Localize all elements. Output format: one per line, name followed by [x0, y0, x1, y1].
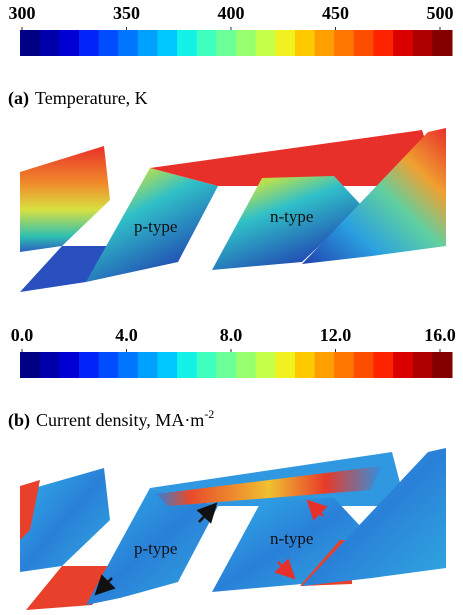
left-base	[20, 246, 122, 292]
colorbar-segment	[255, 30, 276, 56]
arrow	[306, 499, 328, 521]
colorbar-segment	[157, 352, 178, 378]
tick-label: 4.0	[115, 325, 138, 345]
colorbar-segment	[432, 30, 453, 56]
colorbar-segment	[78, 352, 100, 378]
top-bridge	[150, 130, 440, 186]
temperature-model: p-type n-type	[20, 128, 446, 292]
colorbar-segment	[255, 352, 276, 378]
tick-label: 0.0	[11, 325, 34, 345]
annotation: p-type	[134, 539, 177, 558]
colorbar-segment	[20, 30, 41, 56]
n-leg	[212, 176, 362, 270]
tick-label: 350	[113, 3, 140, 23]
tick-label: 400	[218, 3, 245, 23]
colorbar-segment	[20, 352, 41, 378]
colorbar-segment	[373, 30, 394, 56]
annotation: p-type	[134, 217, 177, 236]
colorbar-segment	[393, 30, 414, 56]
colorbar-segment	[393, 352, 414, 378]
colorbar-segment	[177, 352, 198, 378]
colorbar-segment	[216, 352, 237, 378]
current-model: p-type n-type	[20, 448, 446, 610]
colorbar-segment	[177, 30, 198, 56]
left-electrode	[20, 146, 110, 252]
caption-title: Current density, MA·m	[36, 410, 204, 430]
colorbar-segment	[236, 352, 257, 378]
colorbar-segment	[39, 30, 60, 56]
caption-title: Temperature, K	[35, 88, 148, 108]
right-electrode	[302, 448, 446, 586]
colorbar-segment	[314, 352, 335, 378]
p-leg	[86, 488, 218, 605]
colorbar-segment	[39, 352, 60, 378]
colorbar-segment	[236, 30, 257, 56]
colorbar-segment	[294, 30, 316, 56]
colorbar-segment	[353, 30, 374, 56]
colorbar-segment	[118, 30, 139, 56]
caption: (b) Current density, MA·m-2	[8, 407, 214, 431]
colorbar-segment	[412, 30, 433, 56]
colorbar-segment	[137, 352, 158, 378]
n-leg	[212, 498, 362, 592]
caption-label: (a)	[8, 88, 29, 109]
bridge-hot-band	[156, 466, 382, 506]
colorbar-segment	[275, 352, 296, 378]
arrow	[274, 558, 296, 580]
colorbar-segment	[137, 30, 158, 56]
colorbar-segment	[334, 30, 355, 56]
colorbar-segment	[196, 352, 217, 378]
caption-label: (b)	[8, 410, 30, 431]
colorbar-segment	[314, 30, 335, 56]
colorbar-segment	[216, 30, 237, 56]
tick-label: 16.0	[424, 325, 456, 345]
colorbar-segment	[78, 30, 100, 56]
arrow	[94, 574, 116, 596]
annotation: n-type	[270, 207, 313, 226]
colorbar-segment	[196, 30, 217, 56]
tick-label: 12.0	[320, 325, 352, 345]
tick-label: 8.0	[220, 325, 243, 345]
left-electrode	[20, 468, 110, 572]
colorbar-segment	[373, 352, 394, 378]
tick-label: 500	[427, 3, 454, 23]
colorbar-segment	[275, 30, 296, 56]
tick-label: 450	[322, 3, 349, 23]
caption: (a) Temperature, K	[8, 88, 148, 109]
right-electrode	[302, 128, 446, 264]
colorbar-segment	[98, 30, 119, 56]
colorbar-segment	[98, 352, 119, 378]
caption-superscript: -2	[204, 407, 214, 421]
annotation: n-type	[270, 529, 313, 548]
colorbar-segment	[157, 30, 178, 56]
colorbar-segment	[334, 352, 355, 378]
p-leg	[86, 168, 218, 282]
tick-label: 300	[9, 3, 36, 23]
colorbar-segment	[432, 352, 453, 378]
colorbar-segment	[59, 352, 80, 378]
colorbar-segment	[294, 352, 316, 378]
colorbar-segment	[59, 30, 80, 56]
hot-spot	[20, 480, 40, 540]
colorbar-segment	[412, 352, 433, 378]
arrow	[196, 502, 218, 524]
colorbar-segment	[118, 352, 139, 378]
colorbar-segment	[353, 352, 374, 378]
